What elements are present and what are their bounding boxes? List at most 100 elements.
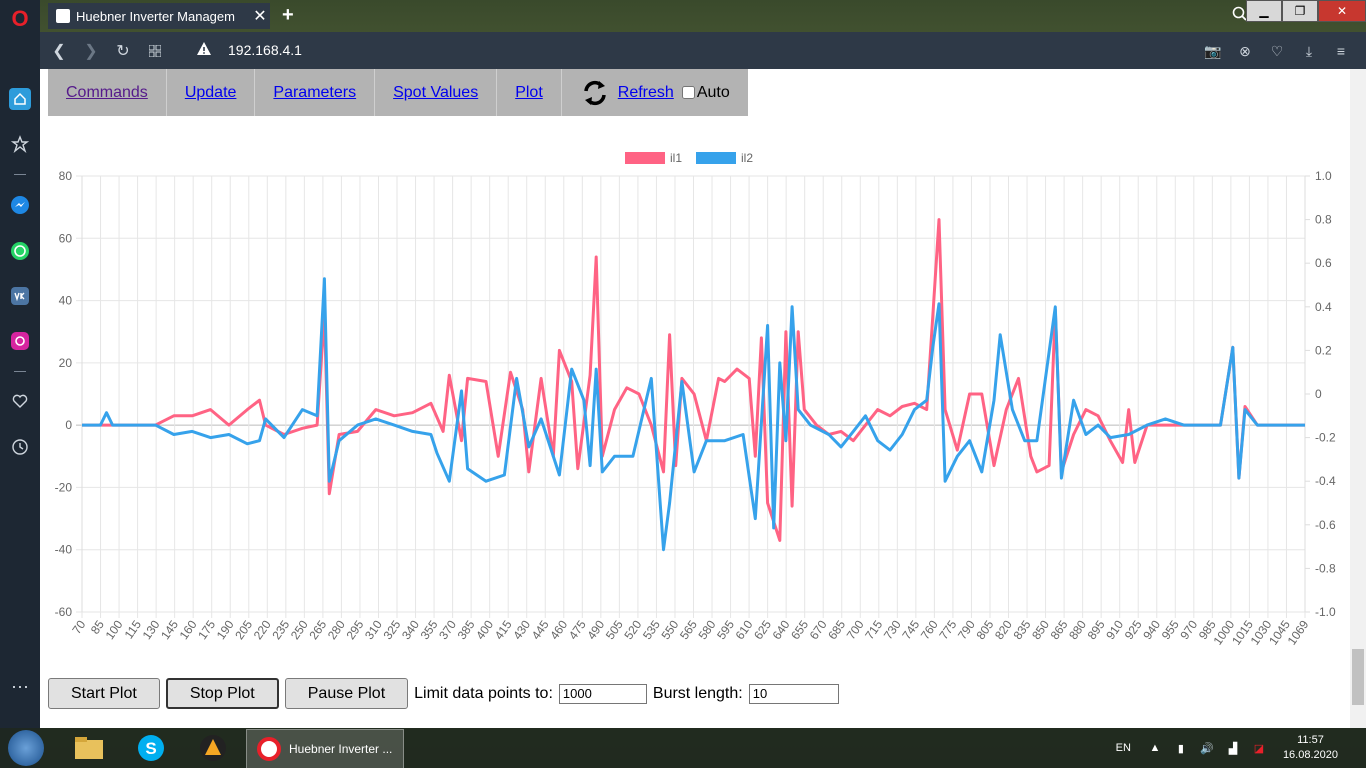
antivirus-icon[interactable]: ◪ bbox=[1253, 742, 1265, 755]
x-tick-label: 325 bbox=[381, 617, 404, 642]
y-tick-label-left: -20 bbox=[55, 480, 73, 494]
refresh-icon[interactable] bbox=[580, 78, 610, 108]
new-tab-icon[interactable]: + bbox=[282, 4, 294, 26]
x-tick-label: 460 bbox=[547, 617, 570, 642]
speed-dial-icon[interactable] bbox=[9, 88, 31, 110]
maximize-icon[interactable]: ❐ bbox=[1282, 0, 1318, 22]
bookmark-heart-icon[interactable]: ♡ bbox=[1270, 42, 1284, 59]
windows-start-icon[interactable] bbox=[8, 730, 44, 766]
x-tick-label: 115 bbox=[122, 617, 145, 641]
signal-icon[interactable]: ▟ bbox=[1228, 742, 1238, 755]
stop-plot-button[interactable]: Stop Plot bbox=[165, 678, 279, 709]
easy-setup-icon[interactable]: ≡ bbox=[1336, 43, 1346, 59]
x-tick-label: 760 bbox=[918, 617, 941, 642]
limit-input[interactable] bbox=[558, 683, 647, 704]
y-tick-label-left: -40 bbox=[55, 543, 73, 557]
tab-search-icon[interactable] bbox=[1232, 6, 1248, 27]
legend-item-il1[interactable]: il1 bbox=[625, 151, 682, 165]
refresh-group: Refresh Auto bbox=[562, 69, 748, 116]
pause-plot-button[interactable]: Pause Plot bbox=[284, 678, 409, 709]
y-tick-label-right: 0.2 bbox=[1315, 343, 1332, 357]
menu-item-update: Update bbox=[167, 69, 256, 116]
sidebar-divider bbox=[14, 371, 26, 372]
url-field[interactable]: 192.168.4.1 bbox=[228, 42, 302, 58]
ad-block-icon[interactable]: ⊗ bbox=[1239, 42, 1251, 59]
x-tick-label: 895 bbox=[1085, 617, 1108, 642]
back-icon[interactable]: ❮ bbox=[52, 43, 66, 60]
whatsapp-icon[interactable] bbox=[9, 240, 31, 262]
x-tick-label: 835 bbox=[1011, 617, 1034, 642]
start-plot-button[interactable]: Start Plot bbox=[48, 678, 160, 709]
x-tick-label: 205 bbox=[232, 617, 255, 642]
taskbar-opera-window[interactable]: Huebner Inverter ... bbox=[246, 729, 404, 769]
x-tick-label: 175 bbox=[195, 617, 218, 642]
x-tick-label: 550 bbox=[658, 617, 681, 642]
scrollbar-thumb[interactable] bbox=[1352, 649, 1364, 705]
limit-label: Limit data points to: bbox=[414, 684, 553, 702]
y-tick-label-right: -0.2 bbox=[1315, 431, 1336, 445]
snapshot-icon[interactable]: 📷 bbox=[1204, 42, 1222, 59]
auto-refresh-toggle[interactable]: Auto bbox=[681, 83, 730, 102]
close-tab-icon[interactable]: ✕ bbox=[253, 8, 267, 25]
download-icon[interactable]: ⤓ bbox=[1305, 42, 1313, 59]
clock[interactable]: 11:57 16.08.2020 bbox=[1283, 733, 1338, 763]
forward-icon[interactable]: ❯ bbox=[84, 43, 98, 60]
auto-label: Auto bbox=[696, 83, 730, 101]
spot-values-link[interactable]: Spot Values bbox=[393, 83, 479, 101]
address-bar: ❮ ❯ ↻ 192.168.4.1 📷 ⊗ ♡ ⤓ ≡ bbox=[40, 32, 1366, 69]
x-tick-label: 820 bbox=[992, 617, 1015, 642]
vk-icon[interactable] bbox=[9, 285, 31, 307]
not-secure-warning-icon[interactable] bbox=[196, 41, 212, 62]
plot-link[interactable]: Plot bbox=[515, 83, 543, 101]
instagram-icon[interactable] bbox=[9, 330, 31, 352]
page-scrollbar[interactable] bbox=[1350, 69, 1366, 728]
tray-expand-icon[interactable]: ▲ bbox=[1149, 742, 1161, 754]
auto-checkbox[interactable] bbox=[681, 86, 695, 99]
refresh-link[interactable]: Refresh bbox=[617, 83, 674, 101]
x-tick-label: 655 bbox=[788, 617, 811, 642]
x-tick-label: 475 bbox=[566, 617, 589, 642]
chart-legend: il1 il2 bbox=[625, 151, 753, 165]
language-indicator[interactable]: EN bbox=[1115, 742, 1131, 754]
x-tick-label: 865 bbox=[1048, 617, 1071, 642]
burst-label: Burst length: bbox=[652, 684, 743, 702]
svg-text:S: S bbox=[145, 739, 156, 758]
more-icon[interactable]: ⋯ bbox=[11, 676, 29, 697]
x-tick-label: 565 bbox=[677, 617, 700, 642]
heart-icon[interactable] bbox=[9, 390, 31, 412]
x-tick-label: 685 bbox=[825, 617, 848, 642]
messenger-icon[interactable] bbox=[9, 194, 31, 216]
menu-item-parameters: Parameters bbox=[255, 69, 376, 116]
x-tick-label: 745 bbox=[899, 617, 922, 642]
x-tick-label: 850 bbox=[1029, 617, 1052, 642]
x-tick-label: 610 bbox=[733, 617, 756, 642]
opera-logo-icon[interactable]: O bbox=[11, 6, 29, 31]
x-tick-label: 70 bbox=[69, 617, 88, 636]
minimize-icon[interactable]: ▁ bbox=[1246, 0, 1282, 22]
commands-link[interactable]: Commands bbox=[66, 83, 148, 101]
skype-icon[interactable]: S bbox=[124, 731, 178, 765]
legend-label: il2 bbox=[741, 151, 754, 165]
x-tick-label: 580 bbox=[696, 617, 719, 642]
x-tick-label: 280 bbox=[325, 617, 348, 642]
reload-icon[interactable]: ↻ bbox=[116, 43, 130, 60]
update-link[interactable]: Update bbox=[184, 83, 237, 101]
aimp-icon[interactable] bbox=[186, 731, 240, 765]
volume-icon[interactable]: 🔊 bbox=[1200, 742, 1214, 755]
file-explorer-icon[interactable] bbox=[62, 731, 116, 765]
history-icon[interactable] bbox=[9, 436, 31, 458]
page-content: Plot 80 60 40 20 0 -20 -40 -60 1.0 0.8 0.6 0.4 0.2 0 -… bbox=[40, 69, 1350, 728]
bookmarks-icon[interactable] bbox=[9, 133, 31, 155]
network-icon[interactable]: ▮ bbox=[1177, 742, 1184, 755]
window-close-icon[interactable]: ✕ bbox=[1318, 0, 1366, 22]
opera-taskbar-icon bbox=[257, 737, 281, 761]
x-tick-label: 430 bbox=[510, 617, 533, 642]
browser-tab[interactable]: Huebner Inverter Managem ✕ bbox=[48, 3, 270, 29]
tabs-grid-icon[interactable] bbox=[144, 40, 166, 62]
parameters-link[interactable]: Parameters bbox=[273, 83, 357, 101]
legend-item-il2[interactable]: il2 bbox=[696, 151, 753, 165]
burst-input[interactable] bbox=[748, 683, 839, 704]
legend-label: il1 bbox=[670, 151, 683, 165]
system-tray: EN ▲ ▮ 🔊 ▟ ◪ 11:57 16.08.2020 bbox=[1116, 728, 1366, 768]
x-tick-label: 355 bbox=[418, 617, 441, 642]
